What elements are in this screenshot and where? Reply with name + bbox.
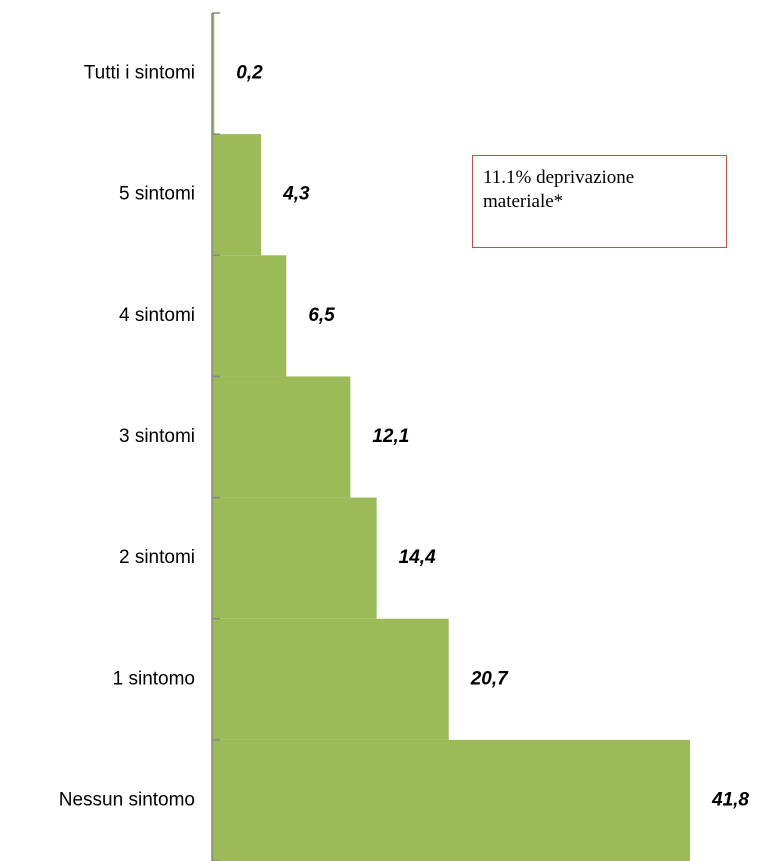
bar [212, 739, 690, 861]
bar [212, 13, 215, 135]
category-label: 5 sintomi [119, 184, 195, 205]
value-label: 4,3 [282, 184, 310, 205]
category-label: 2 sintomi [119, 547, 195, 568]
value-label: 6,5 [308, 305, 335, 326]
category-label: 3 sintomi [119, 426, 195, 447]
bar [212, 497, 377, 619]
category-label: 1 sintomo [113, 668, 195, 689]
value-label: 12,1 [372, 426, 409, 447]
bar [212, 376, 351, 498]
value-label: 0,2 [236, 63, 263, 84]
category-label: Tutti i sintomi [84, 63, 195, 84]
annotation: 11.1% deprivazione materiale* [472, 155, 727, 248]
value-label: 41,8 [711, 789, 749, 810]
bar [212, 255, 287, 377]
value-label: 20,7 [470, 668, 509, 689]
category-label: 4 sintomi [119, 305, 195, 326]
bar [212, 134, 262, 256]
bar [212, 618, 449, 740]
category-label: Nessun sintomo [59, 789, 195, 810]
value-label: 14,4 [399, 547, 436, 568]
